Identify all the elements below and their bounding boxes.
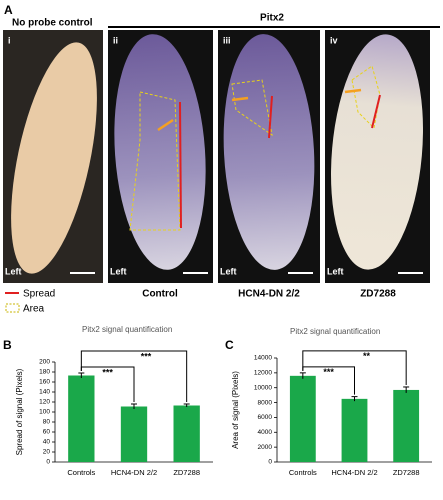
bar: [68, 375, 95, 462]
embryo: [331, 34, 423, 270]
chart-title: Pitx2 signal quantification: [82, 325, 172, 334]
x-tick-label: ZD7288: [173, 468, 200, 477]
side-label: Left: [327, 266, 344, 276]
significance-label: ***: [141, 351, 152, 361]
panel-label: B: [3, 338, 12, 352]
y-tick-label: 120: [39, 399, 50, 406]
y-axis-label: Spread of signal (Pixels): [15, 368, 24, 455]
y-tick-label: 200: [39, 359, 50, 366]
legend-swatch: [5, 303, 20, 313]
x-tick-label: HCN4-DN 2/2: [111, 468, 157, 477]
y-axis-label: Area of signal (Pixels): [231, 371, 240, 449]
panel-title: Pitx2: [260, 13, 284, 24]
y-tick-label: 6000: [258, 414, 273, 421]
panel-caption: Control: [142, 289, 178, 300]
chart-title: Pitx2 signal quantification: [290, 327, 380, 336]
y-tick-label: 2000: [258, 444, 273, 451]
bar: [341, 398, 368, 462]
y-tick-label: 12000: [254, 370, 272, 377]
significance-label: **: [363, 351, 371, 361]
significance-label: ***: [323, 367, 334, 377]
panel-numeral: i: [8, 35, 11, 45]
x-tick-label: ZD7288: [393, 468, 420, 477]
y-tick-label: 180: [39, 369, 50, 376]
y-tick-label: 100: [39, 409, 50, 416]
arrow: [231, 96, 249, 102]
area-outline: [231, 79, 273, 137]
legend-label: Spread: [23, 289, 55, 300]
y-tick-label: 40: [43, 439, 51, 446]
spread-line: [179, 101, 182, 229]
x-tick-label: HCN4-DN 2/2: [331, 468, 377, 477]
scale-bar: [398, 272, 423, 274]
embryo: [114, 34, 206, 270]
y-tick-label: 0: [46, 459, 50, 466]
y-tick-label: 0: [268, 459, 272, 466]
scale-bar: [183, 272, 208, 274]
bar: [120, 406, 148, 462]
panel-label: A: [4, 3, 13, 17]
panel-title: No probe control: [12, 18, 93, 29]
side-label: Left: [5, 266, 22, 276]
y-tick-label: 80: [43, 419, 51, 426]
y-tick-label: 20: [43, 449, 51, 456]
arrow: [344, 88, 362, 94]
spread-line: [268, 95, 273, 139]
scale-bar: [288, 272, 313, 274]
y-tick-label: 160: [39, 379, 50, 386]
side-label: Left: [110, 266, 127, 276]
y-tick-label: 140: [39, 389, 50, 396]
side-label: Left: [220, 266, 237, 276]
panel-label: C: [225, 338, 234, 352]
arrow: [157, 118, 174, 132]
panel-numeral: iii: [223, 35, 231, 45]
panel-caption: HCN4-DN 2/2: [238, 289, 300, 300]
significance-label: ***: [102, 367, 113, 377]
y-tick-label: 4000: [258, 429, 273, 436]
embryo: [223, 34, 315, 270]
legend-label: Area: [23, 304, 45, 315]
y-tick-label: 8000: [258, 399, 273, 406]
area-outline: [129, 91, 181, 231]
significance-bracket: [302, 350, 407, 385]
x-tick-label: Controls: [67, 468, 95, 477]
panel-numeral: ii: [113, 35, 118, 45]
significance-bracket: [80, 350, 188, 402]
x-tick-label: Controls: [289, 468, 317, 477]
spread-line: [371, 94, 381, 129]
bar: [173, 405, 200, 462]
y-tick-label: 60: [43, 429, 51, 436]
panel-numeral: iv: [330, 35, 338, 45]
bar: [393, 389, 420, 462]
bar: [289, 375, 316, 462]
y-tick-label: 14000: [254, 355, 272, 362]
embryo: [11, 42, 97, 274]
panel-caption: ZD7288: [360, 289, 396, 300]
scale-bar: [70, 272, 95, 274]
y-tick-label: 10000: [254, 384, 272, 391]
